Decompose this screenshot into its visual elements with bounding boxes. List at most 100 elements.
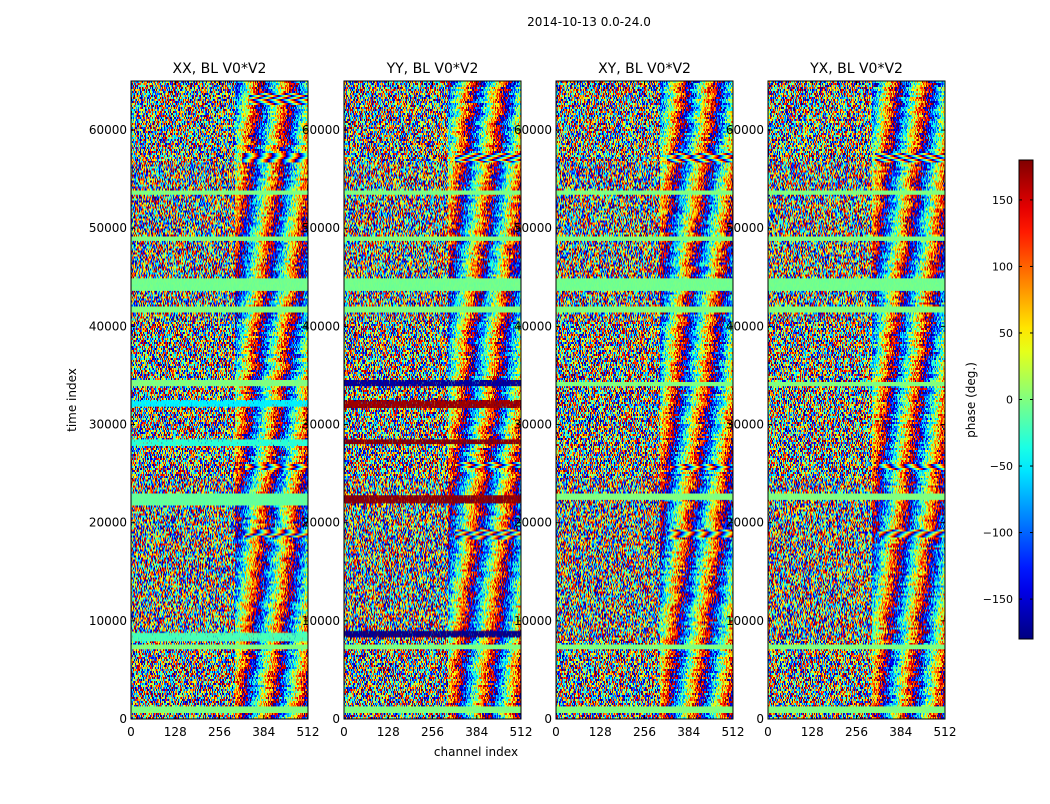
colorbar-tick-label: −150 (983, 593, 1013, 606)
x-tick-label: 256 (633, 725, 656, 739)
flat-band (131, 380, 308, 387)
y-tick-label: 50000 (726, 221, 764, 235)
heatmap-raster (768, 81, 945, 719)
flat-band (768, 306, 945, 312)
colorbar-tick-label: 0 (1006, 394, 1013, 407)
x-tick-label: 512 (934, 725, 957, 739)
flat-band (768, 494, 945, 501)
flat-band (131, 306, 308, 312)
flat-band (344, 644, 521, 650)
x-tick-label: 0 (340, 725, 348, 739)
y-tick-label: 0 (544, 712, 552, 726)
x-tick-label: 384 (889, 725, 912, 739)
flat-band (556, 644, 733, 650)
panel-yx: YX, BL V0*V2 0 128 256 384 512 0 10000 20000 3000… (726, 61, 957, 739)
y-tick-label: 10000 (514, 614, 552, 628)
y-axis-label: time index (65, 368, 79, 432)
y-tick-label: 30000 (302, 418, 340, 432)
y-tick-label: 60000 (726, 123, 764, 137)
flat-band (344, 237, 521, 241)
colorbar: −150 −100 −50 0 50 100 150 phase (deg.) (964, 159, 1034, 640)
flat-band (344, 439, 521, 445)
flat-band (131, 400, 308, 407)
heatmap-raster (556, 81, 733, 719)
flat-band (344, 400, 521, 408)
flat-band (768, 706, 945, 713)
flat-band (556, 494, 733, 501)
flat-band (131, 278, 308, 292)
x-tick-label: 0 (552, 725, 560, 739)
flat-band (768, 382, 945, 387)
x-tick-label: 384 (465, 725, 488, 739)
panel-yy: YY, BL V0*V2 0 128 256 384 512 0 10000 20000 3000… (302, 61, 533, 739)
flat-band (768, 237, 945, 241)
x-tick-label: 0 (764, 725, 772, 739)
panel-title: YX, BL V0*V2 (809, 61, 903, 77)
x-tick-label: 128 (801, 725, 824, 739)
figure-suptitle: 2014-10-13 0.0-24.0 (527, 15, 651, 29)
flat-band (556, 237, 733, 241)
y-tick-label: 20000 (302, 516, 340, 530)
x-tick-label: 512 (722, 725, 745, 739)
colorbar-tick-label: −50 (990, 460, 1013, 473)
flat-band (131, 494, 308, 506)
y-tick-label: 20000 (514, 516, 552, 530)
flat-band (344, 495, 521, 504)
colorbar-tick-label: 50 (999, 327, 1013, 340)
panel-title: XY, BL V0*V2 (598, 61, 691, 77)
x-axis-label: channel index (434, 745, 518, 759)
y-tick-label: 0 (756, 712, 764, 726)
colorbar-label: phase (deg.) (964, 362, 978, 438)
y-tick-label: 0 (119, 712, 127, 726)
y-tick-label: 40000 (514, 319, 552, 333)
colorbar-tick-label: −100 (983, 527, 1013, 540)
flat-band (344, 630, 521, 637)
x-tick-label: 256 (845, 725, 868, 739)
flat-band (131, 706, 308, 713)
flat-band (131, 632, 308, 642)
panel-xx: XX, BL V0*V2 0 128 256 384 512 0 10000 20000 3000… (89, 61, 320, 739)
flat-band (344, 190, 521, 195)
flat-band (556, 190, 733, 195)
flat-band (344, 278, 521, 292)
flat-band (131, 439, 308, 446)
flat-band (768, 190, 945, 195)
colorbar-tick-label: 150 (992, 194, 1013, 207)
y-tick-label: 10000 (89, 614, 127, 628)
flat-band (556, 306, 733, 312)
y-tick-label: 60000 (514, 123, 552, 137)
y-tick-label: 40000 (89, 319, 127, 333)
heatmap-raster (131, 81, 308, 719)
y-tick-label: 30000 (514, 418, 552, 432)
y-tick-label: 20000 (89, 516, 127, 530)
y-tick-label: 30000 (726, 418, 764, 432)
y-tick-label: 50000 (514, 221, 552, 235)
x-tick-label: 384 (677, 725, 700, 739)
y-tick-label: 60000 (89, 123, 127, 137)
flat-band (556, 706, 733, 713)
flat-band (131, 237, 308, 241)
flat-band (344, 706, 521, 713)
x-tick-label: 256 (208, 725, 231, 739)
x-tick-label: 0 (127, 725, 135, 739)
panel-title: XX, BL V0*V2 (173, 61, 267, 77)
y-tick-label: 60000 (302, 123, 340, 137)
x-tick-label: 128 (164, 725, 187, 739)
flat-band (556, 278, 733, 292)
x-tick-label: 128 (589, 725, 612, 739)
x-tick-label: 512 (510, 725, 533, 739)
y-tick-label: 50000 (302, 221, 340, 235)
y-tick-label: 30000 (89, 418, 127, 432)
panel-title: YY, BL V0*V2 (386, 61, 479, 77)
flat-band (556, 382, 733, 387)
flat-band (768, 278, 945, 292)
y-tick-label: 10000 (302, 614, 340, 628)
y-tick-label: 50000 (89, 221, 127, 235)
heatmap-raster (344, 81, 521, 719)
x-tick-label: 256 (421, 725, 444, 739)
flat-band (344, 380, 521, 387)
x-tick-label: 384 (252, 725, 275, 739)
y-tick-label: 0 (332, 712, 340, 726)
